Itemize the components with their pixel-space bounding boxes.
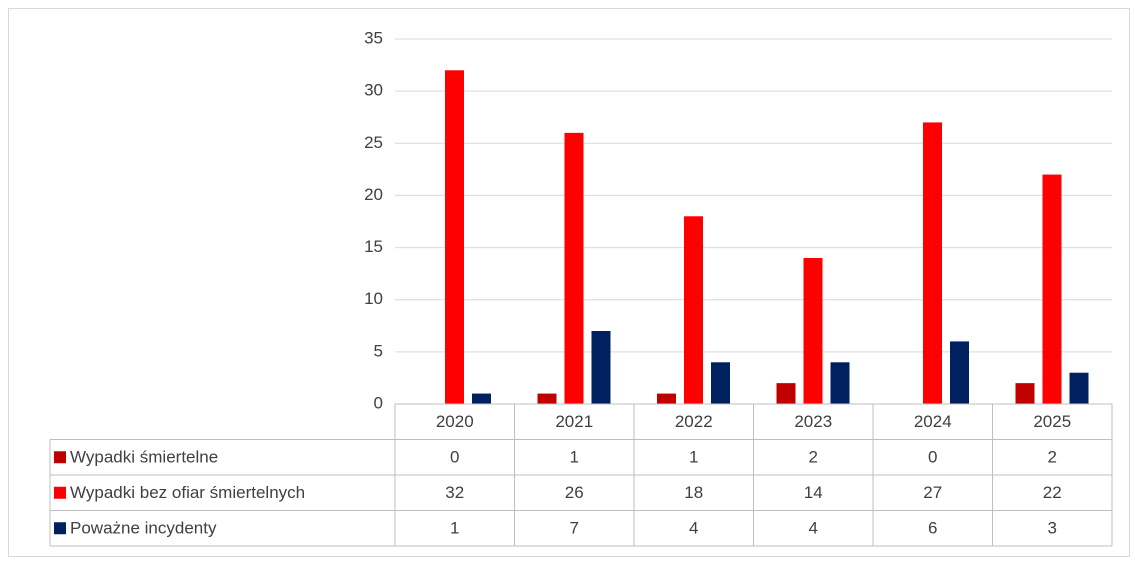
bar [684, 216, 703, 404]
bar [1042, 174, 1062, 404]
table-cell: 26 [565, 483, 584, 502]
bar [537, 393, 557, 404]
legend-label: Poważne incydenty [70, 519, 217, 538]
bar [803, 258, 823, 404]
table-cell: 0 [450, 448, 459, 467]
y-tick-label: 25 [364, 133, 383, 152]
bar [564, 132, 584, 404]
x-tick-label: 2021 [555, 412, 593, 431]
x-tick-label: 2020 [436, 412, 474, 431]
bar [776, 383, 796, 404]
bar [711, 362, 730, 404]
legend-key [54, 451, 66, 464]
table-cell: 1 [689, 448, 698, 467]
table-cell: 6 [928, 519, 937, 538]
table-cell: 2 [809, 448, 818, 467]
bar [830, 362, 850, 404]
table-cell: 18 [684, 483, 703, 502]
bar [657, 393, 676, 404]
y-tick-label: 30 [364, 81, 383, 100]
table-cell: 4 [689, 519, 698, 538]
bar [591, 331, 611, 404]
table-cell: 22 [1043, 483, 1062, 502]
x-tick-label: 2024 [914, 412, 952, 431]
bar [1015, 383, 1035, 404]
table-cell: 32 [445, 483, 464, 502]
table-cell: 1 [450, 519, 459, 538]
y-tick-label: 5 [374, 341, 383, 360]
bar [445, 70, 464, 405]
table-cell: 2 [1048, 448, 1057, 467]
table-cell: 27 [923, 483, 942, 502]
y-tick-label: 20 [364, 185, 383, 204]
legend-label: Wypadki śmiertelne [70, 448, 218, 467]
y-tick-label: 35 [364, 28, 383, 47]
table-cell: 0 [928, 448, 937, 467]
table-cell: 4 [809, 519, 818, 538]
bar [472, 393, 491, 404]
bar [923, 122, 942, 404]
x-tick-label: 2022 [675, 412, 713, 431]
y-tick-label: 15 [364, 237, 383, 256]
table-cell: 7 [570, 519, 579, 538]
y-tick-label: 0 [374, 393, 383, 412]
legend-key [54, 486, 66, 499]
bar [1069, 372, 1089, 404]
bar [950, 341, 969, 404]
table-cell: 1 [570, 448, 579, 467]
x-tick-label: 2023 [794, 412, 832, 431]
y-tick-label: 10 [364, 289, 383, 308]
legend-label: Wypadki bez ofiar śmiertelnych [70, 483, 305, 502]
legend-key [54, 522, 66, 535]
table-cell: 3 [1048, 519, 1057, 538]
table-cell: 14 [804, 483, 823, 502]
x-tick-label: 2025 [1033, 412, 1071, 431]
